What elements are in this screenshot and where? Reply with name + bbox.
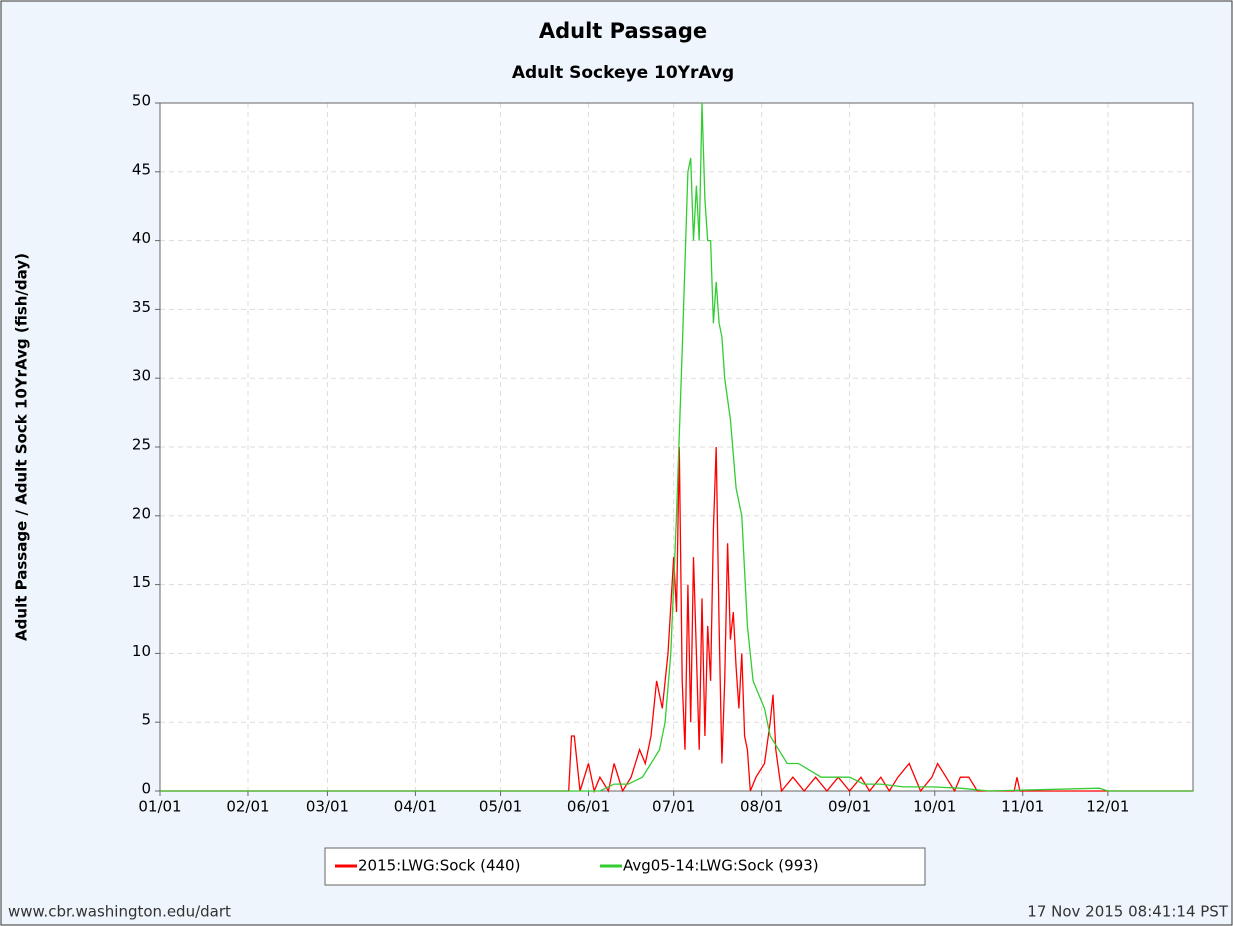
x-tick-label: 12/01	[1086, 798, 1129, 816]
y-tick-label: 5	[141, 711, 151, 729]
x-tick-label: 03/01	[306, 798, 349, 816]
x-tick-label: 08/01	[740, 798, 783, 816]
x-tick-label: 04/01	[394, 798, 437, 816]
footer-left: www.cbr.washington.edu/dart	[8, 903, 231, 921]
series-line	[160, 446, 1193, 794]
x-tick-label: 09/01	[828, 798, 871, 816]
chart-subtitle: Adult Sockeye 10YrAvg	[512, 63, 734, 83]
y-tick-label: 50	[132, 92, 151, 110]
y-tick-label: 25	[132, 436, 151, 454]
x-tick-label: 02/01	[226, 798, 269, 816]
x-tick-label: 06/01	[567, 798, 610, 816]
y-tick-label: 45	[132, 160, 151, 178]
series-line	[160, 102, 1193, 792]
x-tick-label: 10/01	[913, 798, 956, 816]
chart-title: Adult Passage	[539, 19, 707, 43]
legend-label: 2015:LWG:Sock (440)	[358, 857, 520, 875]
y-tick-label: 35	[132, 298, 151, 316]
x-tick-label: 01/01	[138, 798, 181, 816]
legend-label: Avg05-14:LWG:Sock (993)	[623, 857, 819, 875]
x-tick-label: 05/01	[479, 798, 522, 816]
y-tick-label: 0	[141, 780, 151, 798]
y-tick-label: 20	[132, 504, 151, 522]
x-tick-label: 07/01	[652, 798, 695, 816]
y-tick-label: 40	[132, 229, 151, 247]
y-tick-label: 15	[132, 573, 151, 591]
plot-border	[159, 102, 1194, 792]
y-tick-label: 30	[132, 367, 151, 385]
footer-right: 17 Nov 2015 08:41:14 PST	[1027, 903, 1229, 921]
y-axis-label: Adult Passage / Adult Sock 10YrAvg (fish…	[13, 253, 31, 641]
y-tick-label: 10	[132, 642, 151, 660]
x-tick-label: 11/01	[1001, 798, 1044, 816]
legend	[324, 847, 926, 886]
